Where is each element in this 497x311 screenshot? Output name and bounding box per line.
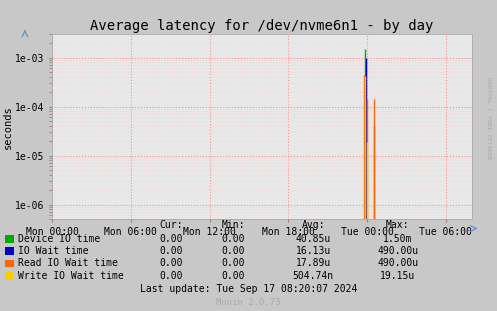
Title: Average latency for /dev/nvme6n1 - by day: Average latency for /dev/nvme6n1 - by da… [90,19,434,33]
Text: RRDTOOL / TOBI OETIKER: RRDTOOL / TOBI OETIKER [486,77,491,160]
Text: IO Wait time: IO Wait time [18,246,88,256]
Text: 17.89u: 17.89u [296,258,331,268]
Text: 0.00: 0.00 [222,246,246,256]
Text: 0.00: 0.00 [160,271,183,281]
Text: 490.00u: 490.00u [377,246,418,256]
Text: Read IO Wait time: Read IO Wait time [18,258,118,268]
Text: 0.00: 0.00 [160,234,183,244]
Text: 504.74n: 504.74n [293,271,333,281]
Text: 19.15u: 19.15u [380,271,415,281]
Text: Max:: Max: [386,220,410,230]
Text: 0.00: 0.00 [160,246,183,256]
Text: Device IO time: Device IO time [18,234,100,244]
Text: 0.00: 0.00 [222,258,246,268]
Text: 0.00: 0.00 [222,271,246,281]
Text: 0.00: 0.00 [160,258,183,268]
Text: 490.00u: 490.00u [377,258,418,268]
Text: Write IO Wait time: Write IO Wait time [18,271,124,281]
Text: Munin 2.0.73: Munin 2.0.73 [216,298,281,307]
Text: Cur:: Cur: [160,220,183,230]
Text: Avg:: Avg: [301,220,325,230]
Text: Min:: Min: [222,220,246,230]
Text: 16.13u: 16.13u [296,246,331,256]
Text: 0.00: 0.00 [222,234,246,244]
Text: 40.85u: 40.85u [296,234,331,244]
Text: Last update: Tue Sep 17 08:20:07 2024: Last update: Tue Sep 17 08:20:07 2024 [140,284,357,294]
Y-axis label: seconds: seconds [2,105,12,149]
Text: 1.50m: 1.50m [383,234,413,244]
